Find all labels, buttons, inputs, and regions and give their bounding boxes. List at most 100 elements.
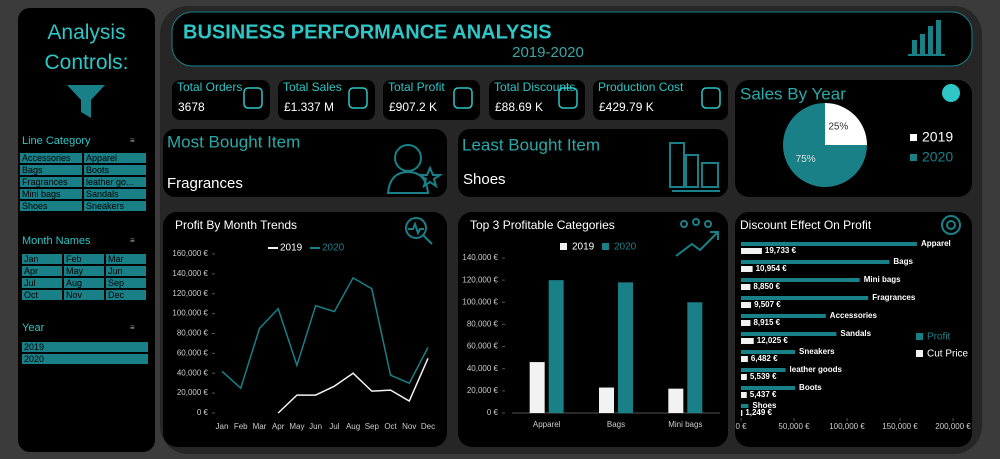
y-tick-label: 140,000 € [462,253,498,262]
slicer-item[interactable] [22,290,62,300]
slicer-title: Month Names [22,235,91,247]
slicer-item[interactable] [20,201,82,211]
slicer-item[interactable] [22,354,148,364]
slicer-item-label: Sep [108,278,124,288]
y-tick-label: 60,000 € [177,348,209,357]
bar [741,242,917,246]
y-tick-label: 40,000 € [177,368,209,377]
bar [741,296,869,300]
legend-swatch [916,350,923,357]
bar-category-label: Mini bags [864,275,901,284]
data-label: 6,482 € [751,354,778,363]
legend-swatch [910,154,917,161]
slicer-item[interactable] [106,290,146,300]
slicer-item-label: May [66,266,84,276]
x-tick-label: 200,000 € [935,422,971,431]
slicer-title: Line Category [22,135,91,147]
x-tick-label: Oct [384,422,397,431]
bar [741,356,748,362]
y-tick-label: 80,000 € [467,320,499,329]
legend-label: 2020 [322,243,345,254]
sidebar-panel [18,8,155,452]
legend-label: 2020 [614,242,637,253]
slicer-item[interactable] [22,266,62,276]
chart-title: Discount Effect On Profit [740,218,872,232]
pie-label: 75% [796,154,816,165]
bar [548,280,564,413]
slicer-item-label: Dec [108,290,125,300]
data-label: 5,437 € [750,390,777,399]
x-tick-label: 50,000 € [778,422,810,431]
chart-title: Profit By Month Trends [175,218,297,232]
kpi-card [278,80,375,120]
y-tick-label: 100,000 € [172,309,208,318]
bar-category-label: Sneakers [799,347,835,356]
bar [741,320,751,326]
kpi-label: Total Discounts [494,80,575,94]
person-icon [386,144,444,194]
highlight-value: Shoes [463,171,506,188]
slicer-clear-icon: ≡ [130,236,135,245]
legend-label: Cut Price [927,349,969,360]
kpi-label: Total Orders [177,80,242,94]
slicer-item[interactable] [20,153,82,163]
bar [741,266,753,272]
slicer-item[interactable] [64,278,104,288]
data-label: 12,025 € [757,336,789,345]
kpi-value: £429.79 K [599,100,654,114]
slicer-item-label: Mar [108,254,124,264]
slicer-item[interactable] [64,254,104,264]
x-tick-label: Nov [402,422,416,431]
slicer-item[interactable] [84,165,146,175]
legend-label: Profit [927,332,951,343]
slicer-item[interactable] [20,177,82,187]
sidebar-title: Analysis Controls: [44,21,129,74]
slicer-item[interactable] [106,254,146,264]
x-tick-label: Mini bags [668,420,702,429]
data-label: 1,249 € [745,408,772,417]
slicer-item-label: Feb [66,254,82,264]
slicer-item[interactable] [20,189,82,199]
pie-slice [825,103,867,145]
slicer-item[interactable] [106,278,146,288]
slicer-item[interactable] [22,278,62,288]
gear-icon [941,215,961,235]
slicer-item[interactable] [20,165,82,175]
slicer-item[interactable] [22,254,62,264]
y-tick-label: 140,000 € [172,269,208,278]
most-bought-panel [163,129,447,197]
slicer-item-label: 2020 [24,354,44,364]
bar [741,260,890,264]
bar [529,362,545,413]
bar-category-label: Apparel [921,239,951,248]
slicer-item[interactable] [22,342,148,352]
slicer-item[interactable] [84,201,146,211]
slicer-item[interactable] [84,189,146,199]
slicer-item[interactable] [106,266,146,276]
y-tick-label: 120,000 € [462,275,498,284]
bar-category-label: leather goods [790,365,843,374]
slicer-item-label: Nov [66,290,83,300]
magnifier-icon [405,217,433,245]
slicer-item-label: leather go... [86,177,134,187]
slicer-item-label: Boots [86,165,110,175]
bar [741,314,826,318]
slicer-item-label: 2019 [24,342,44,352]
x-tick-label: Bags [607,420,625,429]
bar-icon [908,20,945,56]
kpi-value: 3678 [178,100,205,114]
slicer-item-label: Sneakers [86,201,125,211]
bar [741,392,747,398]
slicer-item[interactable] [84,153,146,163]
bar-category-label: Boots [799,383,822,392]
slicer-item[interactable] [64,290,104,300]
slicer-item[interactable] [64,266,104,276]
line-series [221,276,429,390]
kpi-label: Production Cost [598,80,684,94]
kpi-card [172,80,270,120]
slicer-item[interactable] [84,177,146,187]
bar [687,302,703,413]
kpi-icon [453,87,473,109]
